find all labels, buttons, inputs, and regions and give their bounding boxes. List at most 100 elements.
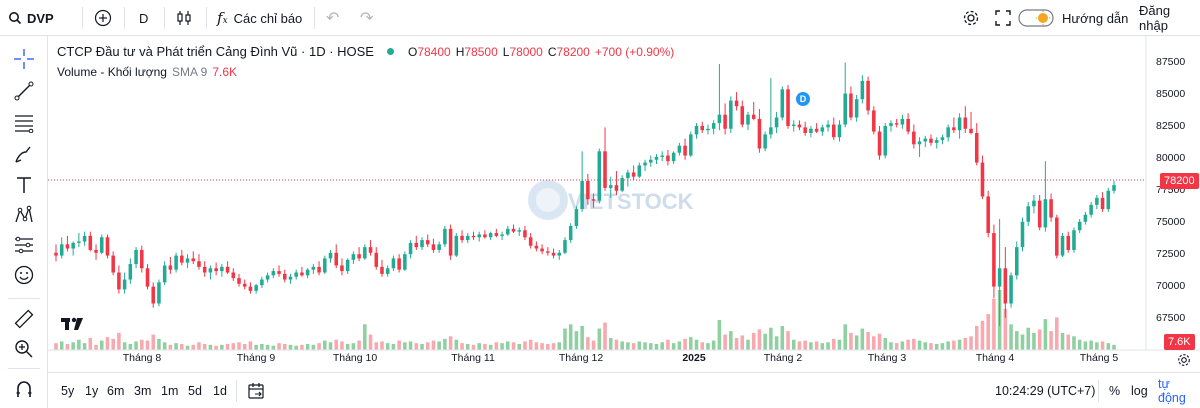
goto-date-button[interactable] [247, 373, 265, 408]
market-status-dot [386, 48, 394, 55]
volume-bar [151, 334, 155, 350]
range-6m[interactable]: 6m [107, 383, 125, 398]
volume-bar [242, 344, 247, 350]
text-icon [17, 177, 31, 193]
theme-toggle[interactable] [1018, 0, 1054, 36]
candle-body [940, 137, 945, 141]
crosshair-tool[interactable] [11, 46, 37, 72]
candle-body [654, 156, 659, 160]
volume-bar [557, 342, 562, 350]
settings-button[interactable] [962, 0, 980, 36]
range-5d[interactable]: 5d [188, 383, 202, 398]
gear-icon [963, 10, 979, 26]
volume-bar [488, 344, 493, 350]
indicators-button[interactable]: fx Các chỉ báo [217, 0, 302, 36]
candle-body [271, 271, 276, 276]
brush-tool[interactable] [11, 141, 37, 167]
symbol-search[interactable]: DVP [8, 0, 54, 36]
volume-bar [677, 341, 682, 350]
zoom-tool[interactable] [11, 336, 37, 362]
compare-button[interactable] [94, 0, 112, 36]
volume-bar [654, 344, 659, 350]
time-tick: Tháng 5 [1079, 352, 1119, 364]
candle-body [626, 172, 630, 179]
range-3m[interactable]: 3m [134, 383, 152, 398]
candle-body [980, 162, 985, 197]
dividend-marker-label: D [799, 94, 807, 104]
range-1y[interactable]: 1y [85, 383, 99, 398]
candle-body [860, 80, 865, 100]
auto-scale-toggle[interactable]: tự động [1158, 376, 1186, 405]
volume-bar [294, 345, 298, 350]
candle-body [866, 80, 870, 111]
candle-body [969, 128, 973, 133]
fullscreen-icon [995, 10, 1011, 26]
volume-bar [88, 338, 93, 350]
volume-bar [866, 332, 870, 350]
volume-bar [826, 342, 830, 350]
candle-body [288, 276, 293, 280]
candle-body [397, 258, 401, 270]
candle-body [832, 124, 836, 138]
watermark-text: VIETSTOCK [568, 189, 694, 214]
candle-body [391, 258, 396, 269]
volume-bar [1015, 331, 1019, 350]
pattern-tool[interactable] [11, 202, 37, 228]
range-1d[interactable]: 1d [213, 383, 227, 398]
tradingview-logo[interactable] [61, 316, 85, 334]
interval-button[interactable]: D [139, 0, 148, 36]
magnet-tool[interactable] [11, 376, 37, 402]
volume-bar [957, 339, 962, 350]
brush-icon [15, 146, 31, 163]
volume-bar [563, 328, 567, 350]
login-link[interactable]: Đăng nhập [1139, 0, 1200, 36]
time-tick: Tháng 9 [236, 352, 276, 364]
volume-bar [363, 324, 367, 350]
candle-body [414, 242, 419, 248]
range-1m[interactable]: 1m [161, 383, 179, 398]
volume-bar [225, 344, 230, 350]
range-5y[interactable]: 5y [61, 383, 75, 398]
volume-bar [963, 338, 968, 350]
forecast-tool[interactable] [11, 232, 37, 258]
fullscreen-button[interactable] [995, 0, 1011, 36]
redo-button[interactable]: ↷ [360, 0, 373, 36]
dividend-marker[interactable]: D [796, 92, 810, 106]
percent-scale-toggle[interactable]: % [1109, 383, 1121, 398]
candle-body [734, 100, 739, 107]
volume-bar [122, 342, 127, 350]
candle-body [300, 272, 304, 276]
fib-tool[interactable] [11, 109, 37, 135]
volume-bar [917, 340, 922, 350]
volume-bar [465, 344, 470, 350]
volume-bar [237, 342, 241, 350]
volume-bar [648, 343, 653, 350]
candle-body [1037, 200, 1042, 228]
chart-settings-button[interactable] [1177, 353, 1191, 367]
chart-type-button[interactable] [175, 0, 193, 36]
volume-bar [546, 344, 550, 350]
emoji-tool[interactable] [11, 262, 37, 288]
text-tool[interactable] [11, 172, 37, 198]
candle-body [534, 245, 539, 249]
candle-body [763, 134, 767, 149]
volume-bar [340, 341, 344, 350]
volume-bar [162, 342, 167, 350]
horizontal-lines-icon [15, 115, 34, 133]
clock-time[interactable]: 10:24:29 (UTC+7) [995, 383, 1096, 398]
measure-tool[interactable] [11, 306, 37, 332]
volume-bar [894, 343, 899, 350]
guide-link[interactable]: Hướng dẫn [1062, 0, 1128, 36]
volume-bar [208, 344, 213, 350]
candle-body [168, 265, 173, 270]
candle-body [648, 159, 653, 163]
trendline-tool[interactable] [11, 78, 37, 104]
log-scale-toggle[interactable]: log [1131, 383, 1148, 398]
candle-body [260, 279, 264, 286]
candle-body [974, 133, 979, 163]
candle-body [877, 131, 882, 156]
candle-body [305, 269, 310, 276]
time-tick: Tháng 2 [763, 352, 803, 364]
undo-button[interactable]: ↶ [326, 0, 339, 36]
